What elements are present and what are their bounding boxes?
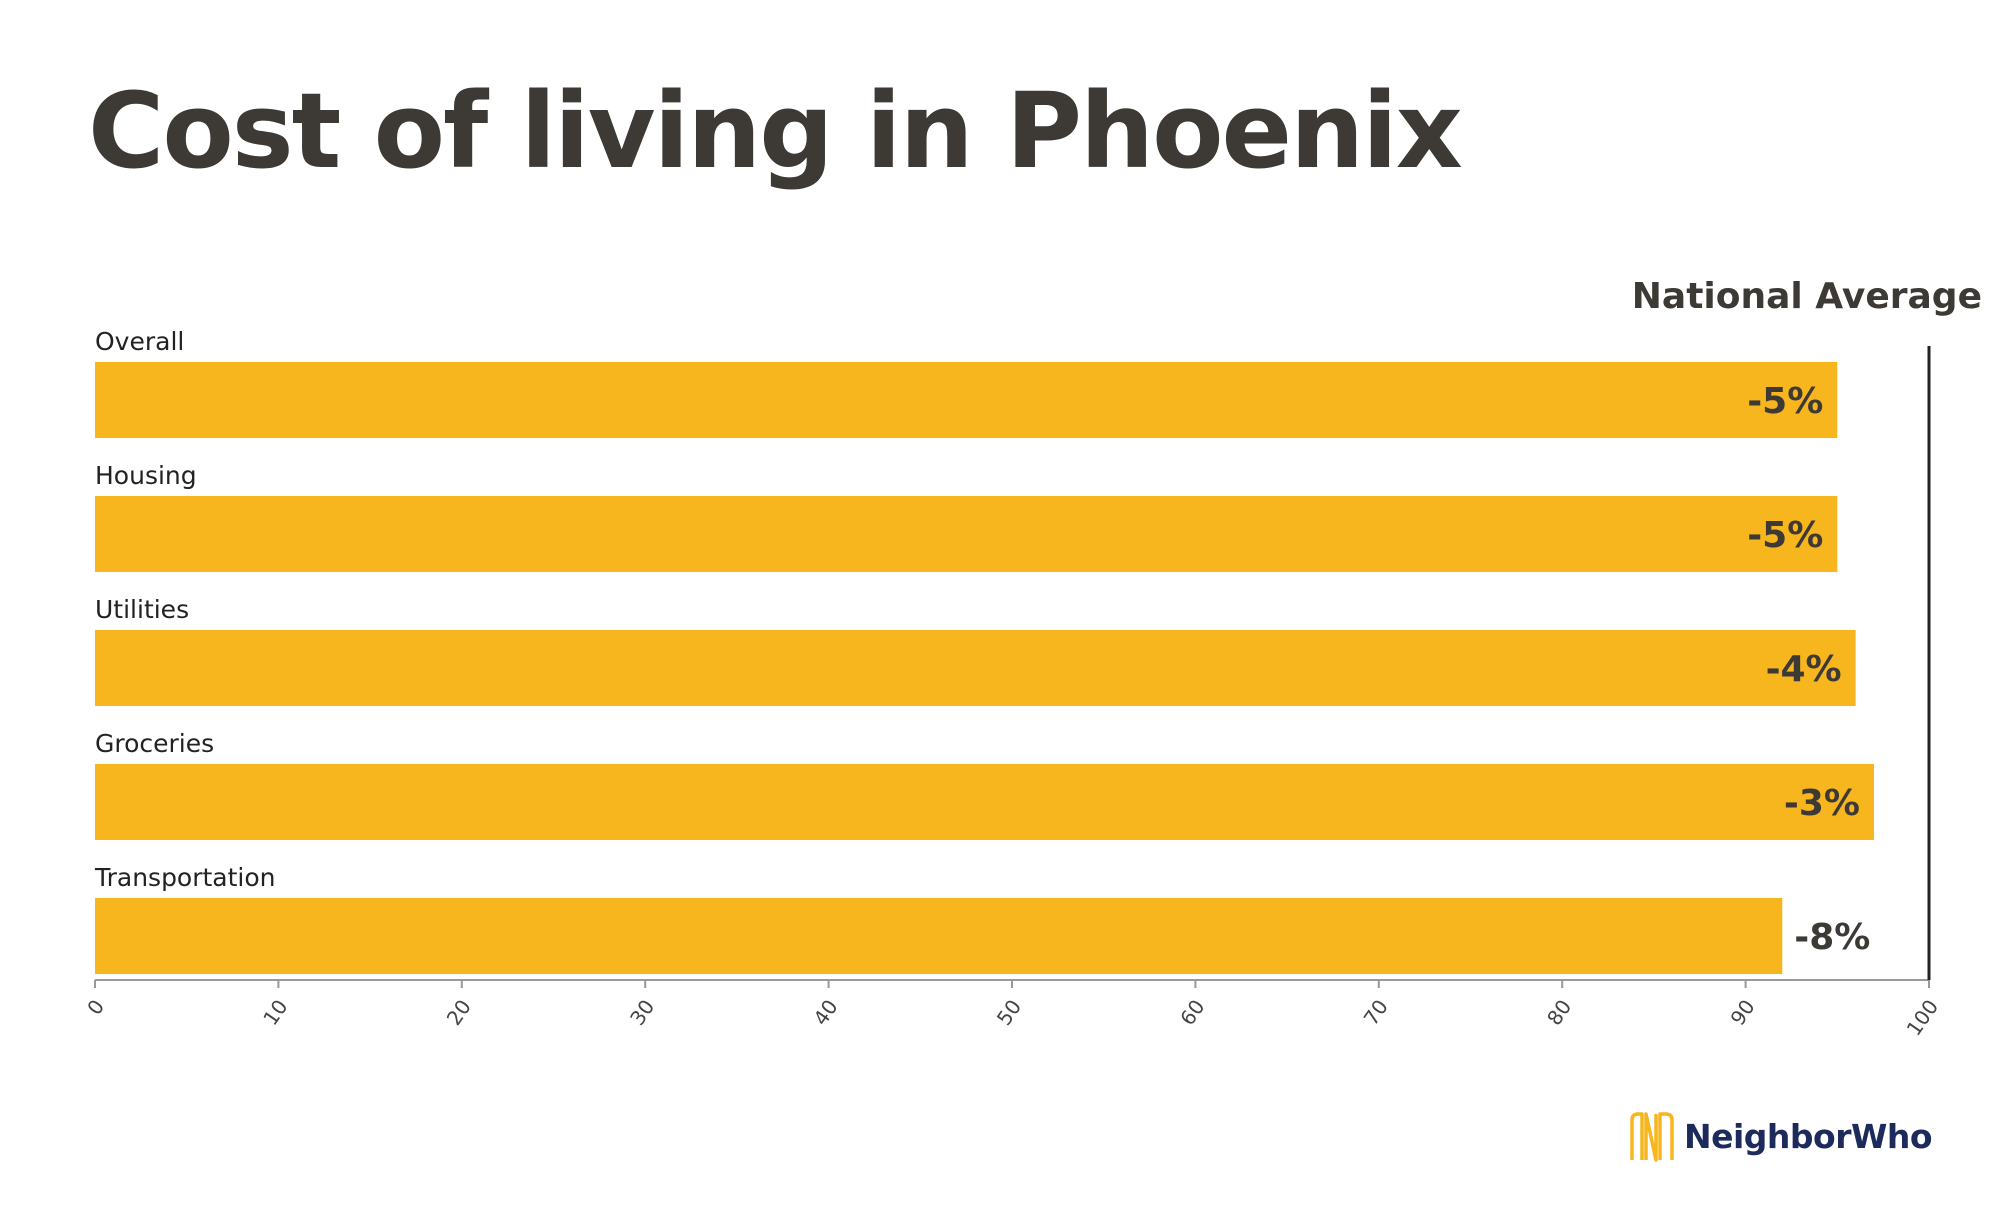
data-label: -3% [1784, 783, 1860, 824]
bar [95, 362, 1838, 438]
neighborwho-logo-icon [1630, 1112, 1674, 1162]
x-tick-label: 80 [1542, 995, 1576, 1030]
x-axis: 0 10 20 30 40 50 60 70 80 90 100 [82, 979, 1944, 1040]
x-tick-label: 20 [442, 995, 476, 1030]
x-tick-label: 90 [1725, 995, 1759, 1030]
brand-name: NeighborWho [1684, 1116, 1933, 1156]
bar [95, 764, 1874, 840]
category-label: Overall [95, 327, 184, 356]
x-tick-label: 0 [82, 995, 109, 1019]
national-average-label: National Average [1632, 276, 1982, 317]
category-label: Housing [95, 461, 197, 490]
category-label: Transportation [94, 863, 276, 892]
reference-line-group: National Average [1632, 276, 1982, 980]
x-tick-label: 60 [1175, 995, 1209, 1030]
data-label: -5% [1747, 381, 1823, 422]
bar [95, 630, 1856, 706]
data-label: -8% [1794, 917, 1870, 958]
bar [95, 898, 1783, 974]
chart-title: Cost of living in Phoenix [88, 70, 1463, 192]
bar [95, 496, 1838, 572]
x-tick-label: 70 [1359, 995, 1393, 1030]
category-label: Utilities [95, 595, 189, 624]
x-tick-label: 30 [625, 995, 659, 1030]
brand-logo: NeighborWho [1628, 1110, 1933, 1162]
category-label: Groceries [95, 729, 214, 758]
x-tick-label: 40 [808, 995, 842, 1030]
x-tick-label: 100 [1902, 995, 1944, 1040]
bars-layer: Overall -5% Housing -5% Utilities -4% Grocerie… [94, 327, 1874, 974]
x-tick-label: 10 [258, 995, 292, 1030]
data-label: -4% [1766, 649, 1842, 690]
data-label: -5% [1747, 515, 1823, 556]
x-tick-label: 50 [992, 995, 1026, 1030]
